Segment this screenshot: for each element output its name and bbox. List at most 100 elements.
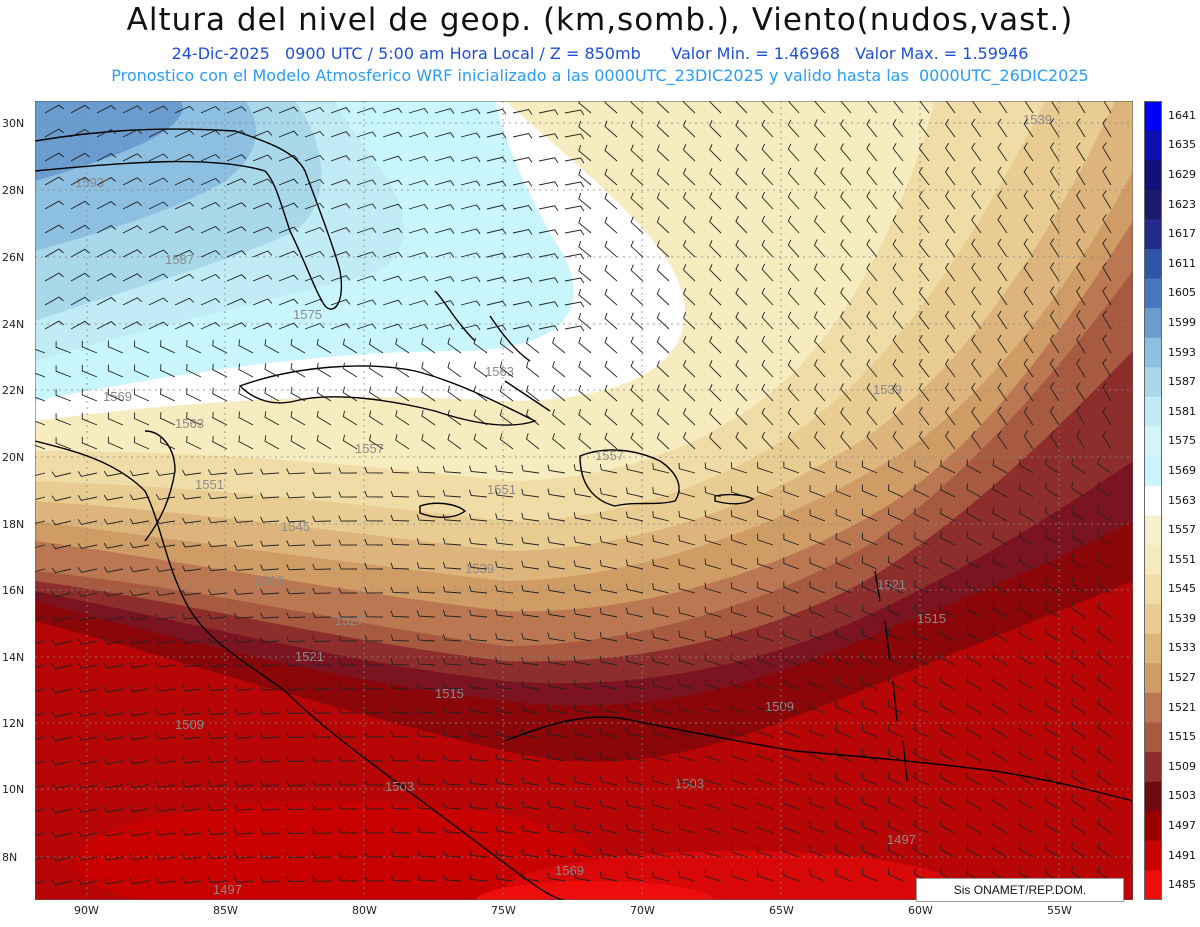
wind-barb	[181, 541, 202, 548]
wind-barb	[460, 324, 481, 331]
wind-barb	[186, 339, 202, 354]
wind-barb	[416, 826, 436, 834]
wind-barb	[761, 143, 774, 162]
wind-barb	[103, 878, 124, 885]
wind-barb	[416, 466, 436, 474]
wind-barb	[735, 407, 748, 426]
contour-label: 1545	[281, 519, 310, 534]
wind-barb	[442, 537, 462, 546]
wind-barb	[599, 775, 618, 786]
wind-barb	[35, 396, 46, 402]
wind-barb	[1102, 334, 1112, 354]
wind-barb	[495, 705, 514, 714]
wind-barb	[678, 678, 696, 690]
wind-barb	[155, 685, 176, 692]
wind-barb	[552, 433, 566, 450]
wind-barb	[51, 879, 72, 886]
wind-barb	[200, 249, 221, 258]
wind-barb	[416, 778, 436, 786]
wind-barb	[368, 338, 384, 354]
wind-barb	[51, 591, 72, 598]
wind-barb	[44, 104, 64, 114]
wind-barb	[129, 470, 150, 477]
wind-barb	[312, 491, 332, 498]
wind-barb	[1044, 626, 1060, 642]
wind-barb	[469, 825, 488, 834]
wind-barb	[70, 128, 90, 138]
lon-label: 70W	[630, 904, 655, 917]
wind-barb	[338, 563, 358, 570]
credit-box: Sis ONAMET/REP.DOM.	[916, 878, 1124, 902]
wind-barb	[1018, 746, 1034, 762]
wind-barb	[604, 312, 618, 330]
wind-barb	[604, 264, 618, 282]
wind-barb	[709, 120, 722, 138]
wind-barb	[364, 802, 384, 810]
wind-barb	[892, 431, 904, 450]
wind-barb	[51, 687, 72, 694]
wind-barb	[338, 827, 358, 834]
contour-label: 1587	[165, 252, 194, 267]
wind-barb	[129, 518, 150, 525]
wind-barb	[730, 798, 748, 810]
wind-barb	[809, 629, 826, 642]
wind-barb	[96, 249, 116, 258]
wind-barb	[35, 520, 46, 525]
colorbar-swatch	[1144, 692, 1162, 723]
wind-barb	[547, 536, 566, 546]
wind-barb	[656, 408, 670, 426]
wind-barb	[35, 664, 46, 669]
colorbar-swatch	[1144, 633, 1162, 664]
wind-barb	[861, 580, 878, 594]
wind-barb	[1023, 358, 1034, 378]
colorbar-label: 1491	[1168, 848, 1196, 862]
colorbar-swatch	[1144, 396, 1162, 428]
wind-barb	[77, 735, 98, 741]
wind-barb	[730, 774, 748, 786]
wind-barb	[304, 298, 325, 306]
wind-barb	[966, 843, 982, 858]
wind-barb	[286, 492, 306, 499]
wind-barb	[892, 167, 904, 186]
wind-barb	[1049, 238, 1060, 258]
wind-barb	[486, 228, 507, 235]
wind-barb	[783, 557, 800, 570]
wind-barb	[971, 310, 982, 330]
wind-barb	[290, 411, 306, 426]
wind-barb	[940, 483, 956, 498]
wind-barb	[356, 299, 377, 306]
wind-barb	[835, 604, 852, 618]
wind-barb	[51, 855, 72, 862]
wind-barb	[77, 615, 98, 621]
wind-barb	[260, 660, 280, 667]
wind-barb	[181, 517, 202, 524]
wind-barb	[460, 252, 481, 259]
wind-barb	[1023, 334, 1034, 354]
colorbar-label: 1569	[1168, 463, 1196, 477]
wind-barb	[1018, 530, 1034, 546]
wind-barb	[416, 682, 436, 690]
wind-barb	[656, 312, 670, 330]
wind-barb	[1023, 142, 1034, 162]
wind-barb	[757, 725, 774, 738]
wind-barb	[704, 582, 722, 594]
wind-barb	[312, 683, 332, 690]
contour-label: 1551	[195, 477, 224, 492]
wind-barb	[226, 274, 247, 282]
wind-barb	[174, 153, 195, 162]
wind-barb	[944, 238, 956, 258]
wind-barb	[233, 732, 254, 739]
colorbar	[1144, 101, 1162, 900]
wind-barb	[1049, 310, 1060, 330]
colorbar-label: 1581	[1168, 404, 1196, 418]
wind-barb	[521, 512, 540, 522]
wind-barb	[573, 512, 592, 522]
wind-barb	[155, 493, 176, 500]
colorbar-swatch	[1144, 278, 1162, 309]
wind-barb	[421, 361, 436, 378]
wind-barb	[286, 540, 306, 547]
wind-barb	[155, 613, 176, 620]
wind-barb	[312, 467, 332, 474]
wind-barb	[408, 251, 429, 258]
wind-barb	[887, 556, 904, 570]
